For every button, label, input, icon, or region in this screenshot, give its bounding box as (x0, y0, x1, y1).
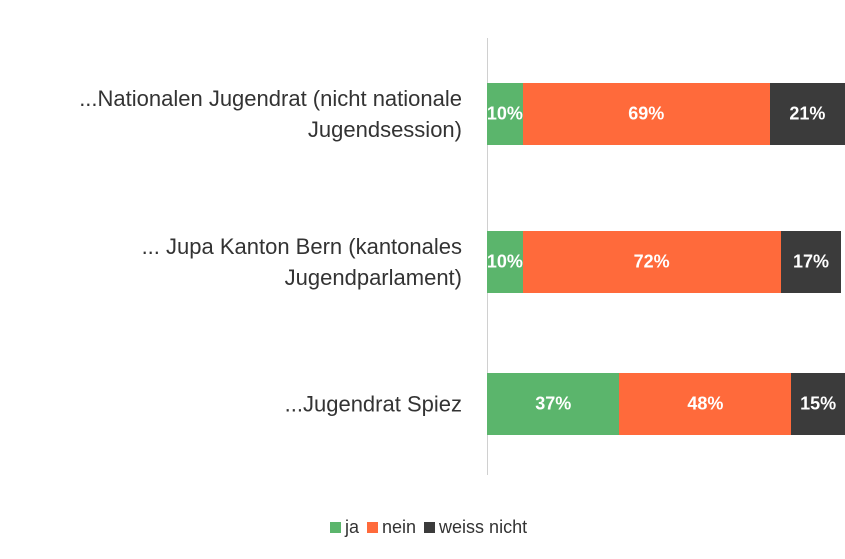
value-label: 48% (687, 393, 724, 414)
value-label: 37% (535, 393, 572, 414)
value-label: 15% (800, 393, 837, 414)
legend: ja nein weiss nicht (330, 517, 535, 538)
bar-segment (487, 231, 523, 293)
value-label: 72% (633, 251, 670, 272)
value-label: 69% (628, 103, 665, 124)
legend-label: weiss nicht (439, 517, 528, 537)
legend-item: weiss nicht (424, 517, 527, 538)
legend-label: ja (345, 517, 360, 537)
value-label: 10% (486, 103, 523, 124)
bar-segment (619, 373, 792, 435)
bar-segment (791, 373, 845, 435)
category-label: ...Jugendrat Spiez (284, 391, 462, 417)
value-label: 10% (486, 251, 523, 272)
legend-swatch (424, 522, 436, 533)
legend-label: nein (382, 517, 417, 537)
bar-segment (780, 231, 842, 293)
value-label: 21% (789, 103, 826, 124)
legend-swatch (330, 522, 341, 533)
bar-segment (487, 83, 523, 145)
bar-segment (522, 83, 770, 145)
bar-segment (769, 83, 845, 145)
bar-segment (522, 231, 781, 293)
legend-swatch (367, 522, 379, 533)
category-label: ... Jupa Kanton Bern (kantonales Jugendp… (141, 234, 462, 290)
legend-item: nein (367, 517, 416, 538)
legend-item: ja (330, 517, 359, 538)
value-label: 17% (792, 251, 829, 272)
bar-segment (487, 373, 620, 435)
category-label: ...Nationalen Jugendrat (nicht nationale… (79, 86, 462, 142)
